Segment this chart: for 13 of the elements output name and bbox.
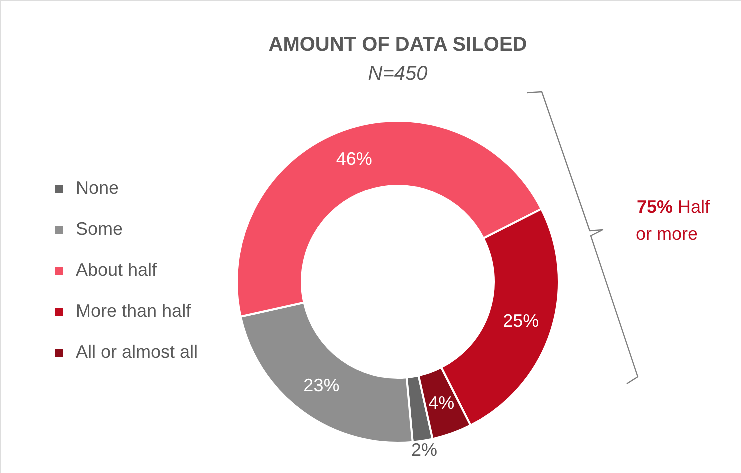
- legend-label: None: [76, 178, 120, 198]
- legend-label: Some: [76, 219, 124, 239]
- data-label: 23%: [304, 376, 340, 396]
- data-label: 25%: [503, 311, 540, 332]
- data-label: 4%: [428, 392, 455, 413]
- chart-subtitle: N=450: [368, 63, 428, 85]
- data-label: 2%: [411, 440, 438, 460]
- legend-label: More than half: [76, 301, 192, 321]
- legend-label: About half: [76, 260, 158, 280]
- legend-label: All or almost all: [76, 342, 198, 362]
- data-label: 46%: [336, 149, 372, 170]
- chart-title: AMOUNT OF DATA SILOED: [268, 34, 528, 56]
- text: 75% Half or more: [636, 197, 712, 244]
